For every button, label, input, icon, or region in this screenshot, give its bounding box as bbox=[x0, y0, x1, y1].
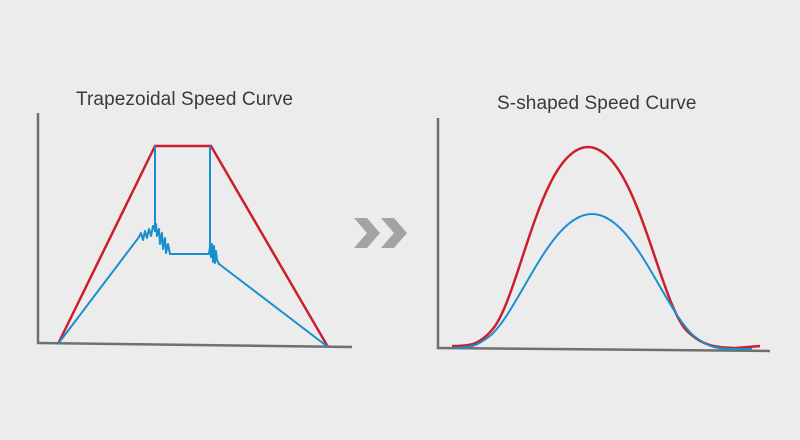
trapezoidal-chart bbox=[36, 113, 353, 349]
left-x-axis bbox=[36, 341, 353, 349]
left-red-curve bbox=[56, 144, 330, 348]
double-chevron-right-icon bbox=[354, 218, 407, 248]
s-shaped-chart-title: S-shaped Speed Curve bbox=[497, 93, 697, 114]
right-blue-curve bbox=[453, 212, 752, 350]
s-shaped-chart bbox=[436, 118, 771, 353]
right-x-axis bbox=[436, 346, 771, 353]
right-red-curve bbox=[451, 145, 761, 350]
left-blue-curve bbox=[57, 223, 329, 348]
trapezoidal-chart-title: Trapezoidal Speed Curve bbox=[76, 89, 294, 110]
